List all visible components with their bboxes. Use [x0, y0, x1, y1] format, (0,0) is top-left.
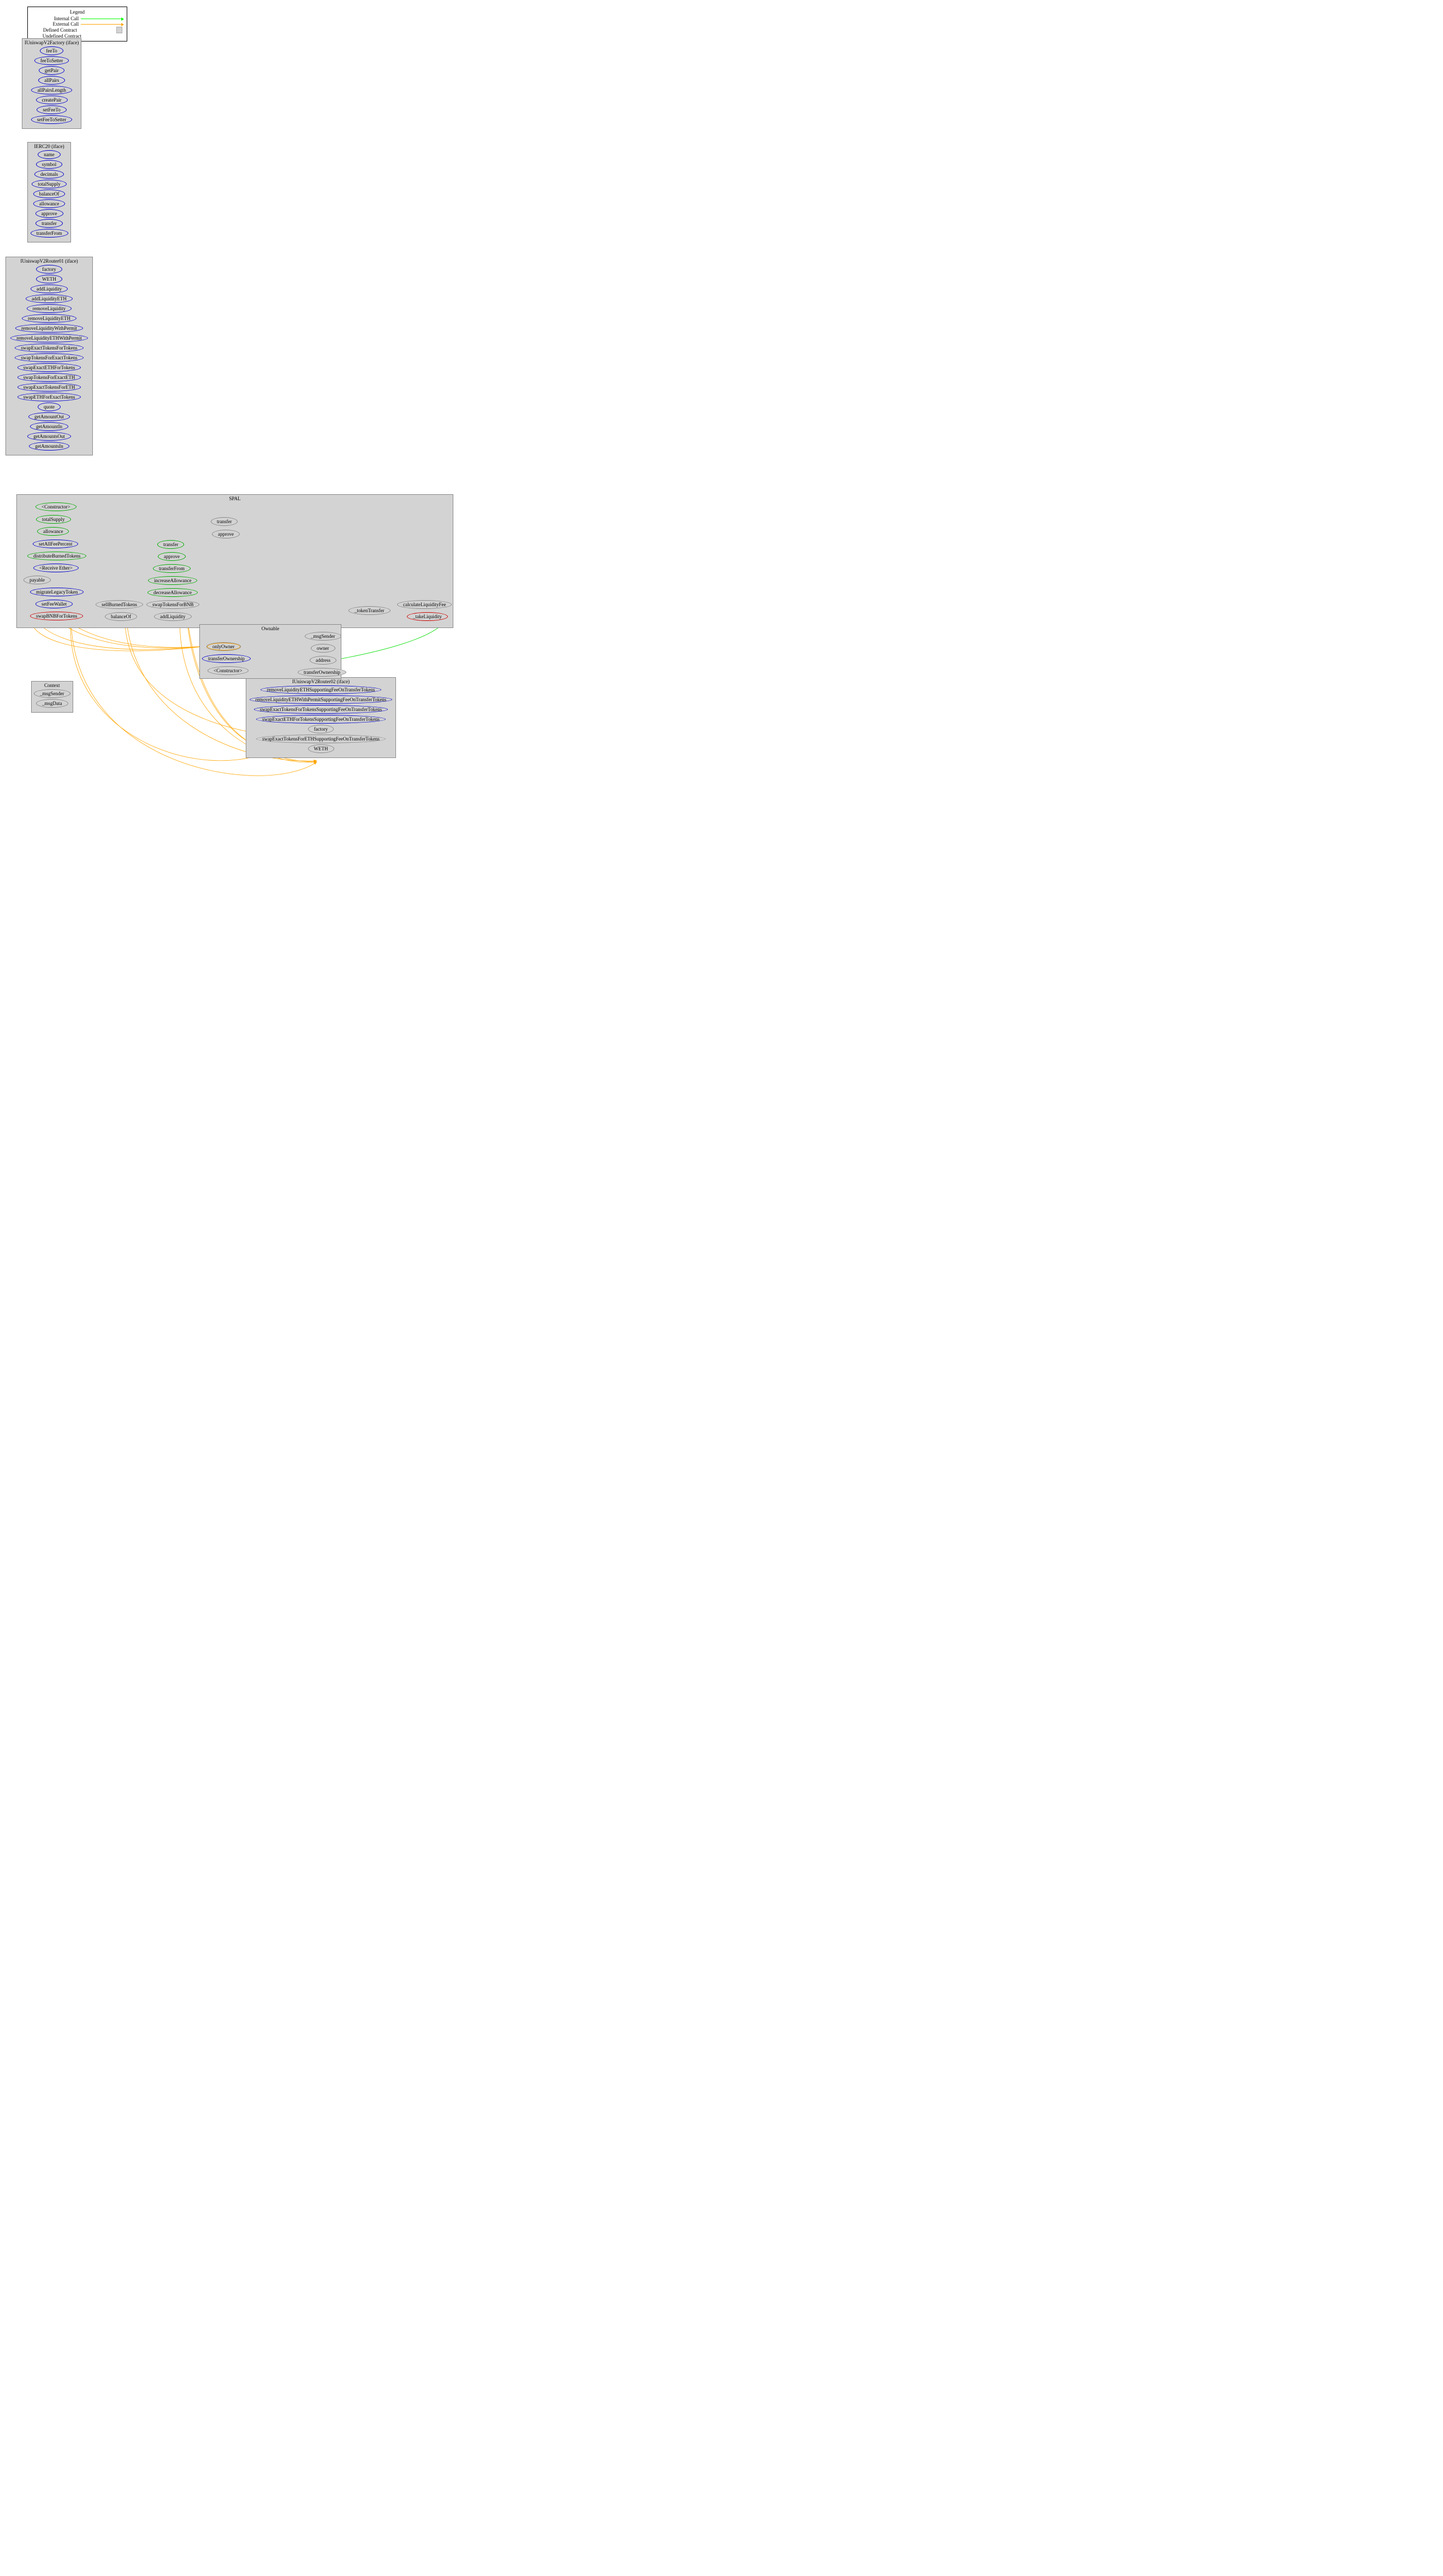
contract-title-router01: IUniswapV2Router01 (iface): [8, 258, 90, 264]
fn-spal-toktrans: _tokenTransfer: [348, 606, 391, 615]
contract-title-context: Context: [34, 683, 70, 688]
fn-spal-take: _takeLiquidity: [407, 612, 448, 621]
contract-title-router02: IUniswapV2Router02 (iface): [249, 679, 393, 684]
fn-transfer: transfer: [36, 219, 62, 228]
fn-getAmountsIn: getAmountsIn: [29, 442, 69, 451]
fn-own-to: transferOwnership: [202, 654, 251, 663]
fn-spal-transfer-top: transfer: [211, 517, 238, 526]
fn-spal-ts: totalSupply: [36, 515, 71, 524]
legend-defined: Defined Contract: [32, 27, 77, 33]
fn-swapExactTokensForETH: swapExactTokensForETH: [17, 383, 81, 392]
fn-spal-migrate: migrateLegacyToken: [30, 588, 84, 596]
fn-feeToSetter: feeToSetter: [34, 56, 69, 65]
fn-name: name: [38, 150, 61, 159]
fn-removeLiquidity: removeLiquidity: [27, 304, 72, 313]
fn-spal-approve-top: approve: [212, 530, 240, 538]
fn-setFeeToSetter: setFeeToSetter: [31, 115, 72, 124]
fn-allowance: allowance: [33, 199, 65, 208]
fn-symbol: symbol: [36, 160, 63, 169]
fn-factory: factory: [36, 265, 62, 274]
fn-swapExactETHForTokensSupportingFeeOnTransferTokens: swapExactETHForTokensSupportingFeeOnTran…: [256, 715, 386, 724]
fn-spal-sell: sellBurnedTokens: [96, 600, 143, 609]
fn-swapETHForExactTokens: swapETHForExactTokens: [17, 393, 81, 401]
fn-removeLiquidityWithPermit: removeLiquidityWithPermit: [15, 324, 83, 333]
fn-spal-payable: payable: [23, 576, 51, 584]
fn-swapExactTokensForTokensSupportingFeeOnTransferTokens: swapExactTokensForTokensSupportingFeeOnT…: [254, 705, 388, 714]
fn-spal-tfrom: transferFrom: [153, 564, 191, 573]
fn-spal-transfer2: transfer: [157, 540, 184, 549]
fn-spal-dec: decreaseAllowance: [147, 588, 198, 597]
contract-factory: IUniswapV2Factory (iface)feeTofeeToSette…: [22, 38, 81, 129]
fn-spal-swaptokbnb: swapTokensForBNB: [146, 600, 199, 609]
fn-WETH: WETH: [308, 744, 334, 753]
fn-spal-allow: allowance: [37, 527, 69, 536]
fn-spal-setfee: setAllFeePercent: [33, 540, 78, 548]
fn-removeLiquidityETH: removeLiquidityETH: [22, 314, 76, 323]
fn-addLiquidityETH: addLiquidityETH: [26, 294, 73, 303]
fn-getAmountOut: getAmountOut: [28, 412, 70, 421]
fn-removeLiquidityETHSupportingFeeOnTransferTokens: removeLiquidityETHSupportingFeeOnTransfe…: [261, 685, 381, 694]
fn-swapTokensForExactTokens: swapTokensForExactTokens: [15, 353, 83, 362]
contract-title-ownable: Ownable: [202, 626, 339, 631]
fn-own-only: onlyOwner: [206, 642, 241, 651]
fn-allPairsLength: allPairsLength: [31, 86, 72, 94]
contract-context: Context_msgSender_msgData: [31, 681, 73, 713]
fn-WETH: WETH: [36, 275, 62, 283]
legend: Legend Internal Call External Call Defin…: [27, 7, 127, 42]
fn-feeTo: feeTo: [40, 46, 63, 55]
fn-spal-inc: increaseAllowance: [148, 576, 197, 585]
fn-own-to2: transferOwnership: [298, 668, 346, 677]
fn-_msgSender: _msgSender: [34, 689, 70, 698]
fn-totalSupply: totalSupply: [32, 180, 67, 188]
legend-title: Legend: [32, 9, 122, 15]
fn-approve: approve: [36, 209, 63, 218]
fn-quote: quote: [38, 402, 61, 411]
contract-title-factory: IUniswapV2Factory (iface): [25, 40, 79, 45]
fn-factory: factory: [308, 725, 334, 733]
fn-balanceOf: balanceOf: [33, 190, 66, 198]
contract-router01: IUniswapV2Router01 (iface)factoryWETH add…: [5, 257, 93, 455]
fn-own-ctor: <Constructor>: [208, 666, 249, 675]
fn-spal-calc: calculateLiquidityFee: [397, 600, 452, 609]
contract-router02: IUniswapV2Router02 (iface)removeLiquidit…: [246, 677, 396, 758]
fn-own-addr: address: [310, 656, 336, 665]
contract-title-spal: SPAL: [19, 496, 451, 501]
legend-external: External Call: [32, 21, 79, 27]
fn-addLiquidity: addLiquidity: [31, 285, 68, 293]
fn-spal-bal: balanceOf: [105, 612, 137, 621]
fn-spal-ctor: <Constructor>: [36, 502, 76, 511]
fn-spal-approve2: approve: [158, 552, 186, 561]
fn-getAmountIn: getAmountIn: [30, 422, 68, 431]
fn-allPairs: allPairs: [38, 76, 65, 85]
fn-swapExactTokensForTokens: swapExactTokensForTokens: [15, 344, 83, 352]
fn-spal-setwallet: setFeeWallet: [36, 600, 73, 608]
fn-setFeeTo: setFeeTo: [37, 105, 66, 114]
fn-transferFrom: transferFrom: [31, 229, 68, 238]
fn-removeLiquidityETHWithPermit: removeLiquidityETHWithPermit: [10, 334, 88, 342]
legend-internal: Internal Call: [32, 16, 79, 21]
fn-spal-dist: distributeBurnedTokens: [27, 552, 86, 560]
fn-spal-addliq: addLiquidity: [154, 612, 192, 621]
fn-swapExactETHForTokens: swapExactETHForTokens: [17, 363, 81, 372]
fn-swapExactTokensForETHSupportingFeeOnTransferTokens: swapExactTokensForETHSupportingFeeOnTran…: [256, 735, 386, 743]
fn-decimals: decimals: [34, 170, 64, 179]
fn-own-owner: owner: [311, 644, 335, 653]
contract-title-erc20: IERC20 (iface): [30, 144, 68, 149]
fn-own-msg: _msgSender: [305, 632, 341, 641]
fn-spal-recv: <Receive Ether>: [33, 564, 79, 572]
fn-spal-swapbnb: swapBNBForTokens: [30, 612, 83, 620]
fn-createPair: createPair: [36, 96, 68, 104]
fn-swapTokensForExactETH: swapTokensForExactETH: [17, 373, 81, 382]
fn-getPair: getPair: [39, 66, 65, 75]
fn-removeLiquidityETHWithPermitSupportingFeeOnTransferTokens: removeLiquidityETHWithPermitSupportingFe…: [250, 695, 393, 704]
contract-erc20: IERC20 (iface)namesymboldecimalstotalSup…: [27, 142, 71, 242]
fn-getAmountsOut: getAmountsOut: [27, 432, 71, 441]
fn-_msgData: _msgData: [36, 699, 68, 708]
